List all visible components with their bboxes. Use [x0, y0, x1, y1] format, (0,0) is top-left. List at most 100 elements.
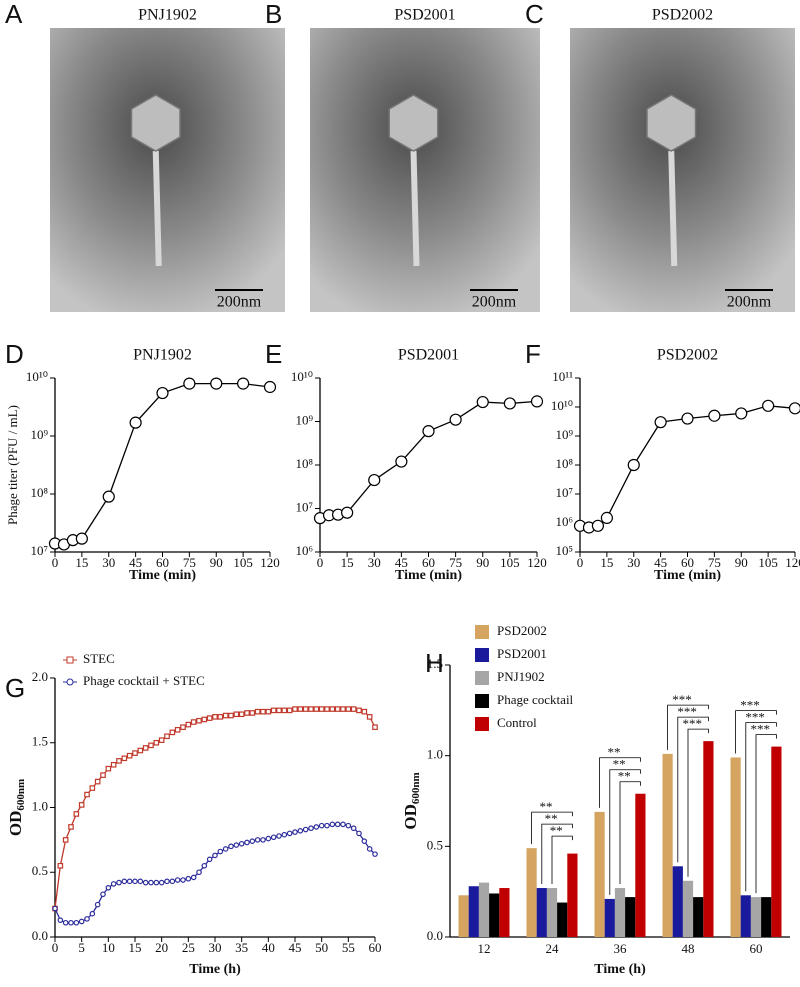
significance-label: **: [550, 823, 563, 838]
marker: [217, 848, 224, 855]
marker: [366, 714, 373, 720]
significance-label: ***: [682, 716, 702, 731]
marker: [110, 881, 117, 887]
significance-bracket: [619, 781, 641, 885]
marker: [116, 758, 122, 764]
marker: [158, 879, 165, 886]
y-tick-label: 10⁵: [555, 543, 573, 558]
micrograph-title: PSD2002: [652, 7, 713, 24]
x-tick-label: 36: [614, 941, 628, 956]
x-tick-label: 120: [527, 555, 547, 570]
scale-bar-label: 200nm: [217, 294, 262, 311]
bar: [594, 811, 605, 937]
marker: [137, 747, 144, 754]
marker: [100, 772, 106, 778]
marker: [212, 714, 218, 720]
x-tick-label: 60: [422, 555, 435, 570]
marker: [627, 458, 640, 472]
marker: [254, 708, 261, 715]
x-tick-label: 12: [478, 941, 491, 956]
marker: [52, 905, 58, 912]
significance-label: **: [613, 757, 626, 772]
significance-label: ***: [740, 698, 760, 713]
marker: [265, 708, 272, 715]
legend-swatch: [475, 625, 489, 639]
marker: [238, 840, 245, 847]
bar: [693, 897, 704, 937]
marker: [244, 710, 250, 716]
marker: [196, 717, 202, 724]
y-tick-label: 10⁸: [30, 485, 48, 500]
x-axis-label: Time (h): [594, 962, 646, 977]
marker: [89, 785, 96, 791]
x-tick-label: 75: [449, 555, 462, 570]
x-tick-label: 90: [735, 555, 748, 570]
marker: [137, 878, 144, 885]
significance-label: ***: [672, 692, 692, 707]
bar: [604, 898, 615, 937]
bar: [682, 880, 694, 937]
x-tick-label: 55: [342, 940, 355, 955]
marker: [102, 490, 115, 503]
bar: [672, 866, 683, 937]
bar: [614, 888, 626, 937]
marker: [302, 826, 309, 833]
marker: [233, 711, 240, 718]
x-tick-label: 30: [368, 555, 381, 570]
marker: [201, 862, 208, 869]
x-tick-label: 105: [758, 555, 778, 570]
x-tick-label: 20: [155, 940, 168, 955]
x-tick-label: 30: [209, 940, 222, 955]
line: [54, 708, 376, 909]
marker: [164, 733, 170, 740]
y-tick-label: 1.5: [427, 656, 443, 671]
bar: [740, 895, 751, 937]
chart-title: PSD2001: [398, 347, 459, 364]
marker: [148, 879, 154, 886]
marker: [422, 425, 435, 438]
legend-label: Phage cocktail: [497, 692, 574, 707]
marker: [260, 837, 266, 843]
marker: [356, 707, 362, 714]
legend-swatch: [475, 671, 489, 685]
marker: [228, 843, 234, 850]
marker: [292, 706, 298, 712]
marker: [185, 721, 192, 728]
marker: [368, 473, 381, 487]
x-tick-label: 90: [210, 555, 223, 570]
significance-bracket: [735, 710, 777, 754]
bar: [478, 882, 490, 937]
y-tick-label: 0.5: [427, 837, 443, 852]
bar: [635, 793, 646, 937]
marker: [281, 707, 288, 714]
significance-bracket: [677, 716, 709, 863]
marker: [84, 791, 90, 798]
legend-label: STEC: [83, 651, 115, 666]
line: [319, 400, 538, 519]
marker: [78, 802, 85, 808]
marker: [313, 706, 320, 712]
marker: [263, 380, 277, 394]
x-tick-label: 45: [289, 940, 302, 955]
marker: [142, 745, 149, 751]
significance-bracket: [531, 811, 573, 845]
y-axis-label: OD600nm: [6, 779, 27, 836]
micrograph-title: PNJ1902: [138, 7, 197, 24]
marker: [73, 919, 80, 926]
marker: [126, 878, 133, 885]
marker: [708, 409, 721, 422]
marker: [308, 825, 314, 832]
significance-bracket: [609, 769, 641, 895]
marker: [190, 719, 197, 725]
significance-bracket: [541, 823, 573, 885]
bar: [662, 753, 673, 937]
phage-tail: [668, 150, 678, 267]
marker: [222, 712, 229, 719]
y-tick-label: 1.0: [32, 798, 48, 813]
bar: [771, 746, 782, 937]
marker: [129, 416, 142, 429]
y-axis-label: OD600nm: [401, 772, 422, 829]
marker: [654, 416, 667, 429]
x-tick-label: 45: [654, 555, 667, 570]
marker: [276, 833, 282, 839]
